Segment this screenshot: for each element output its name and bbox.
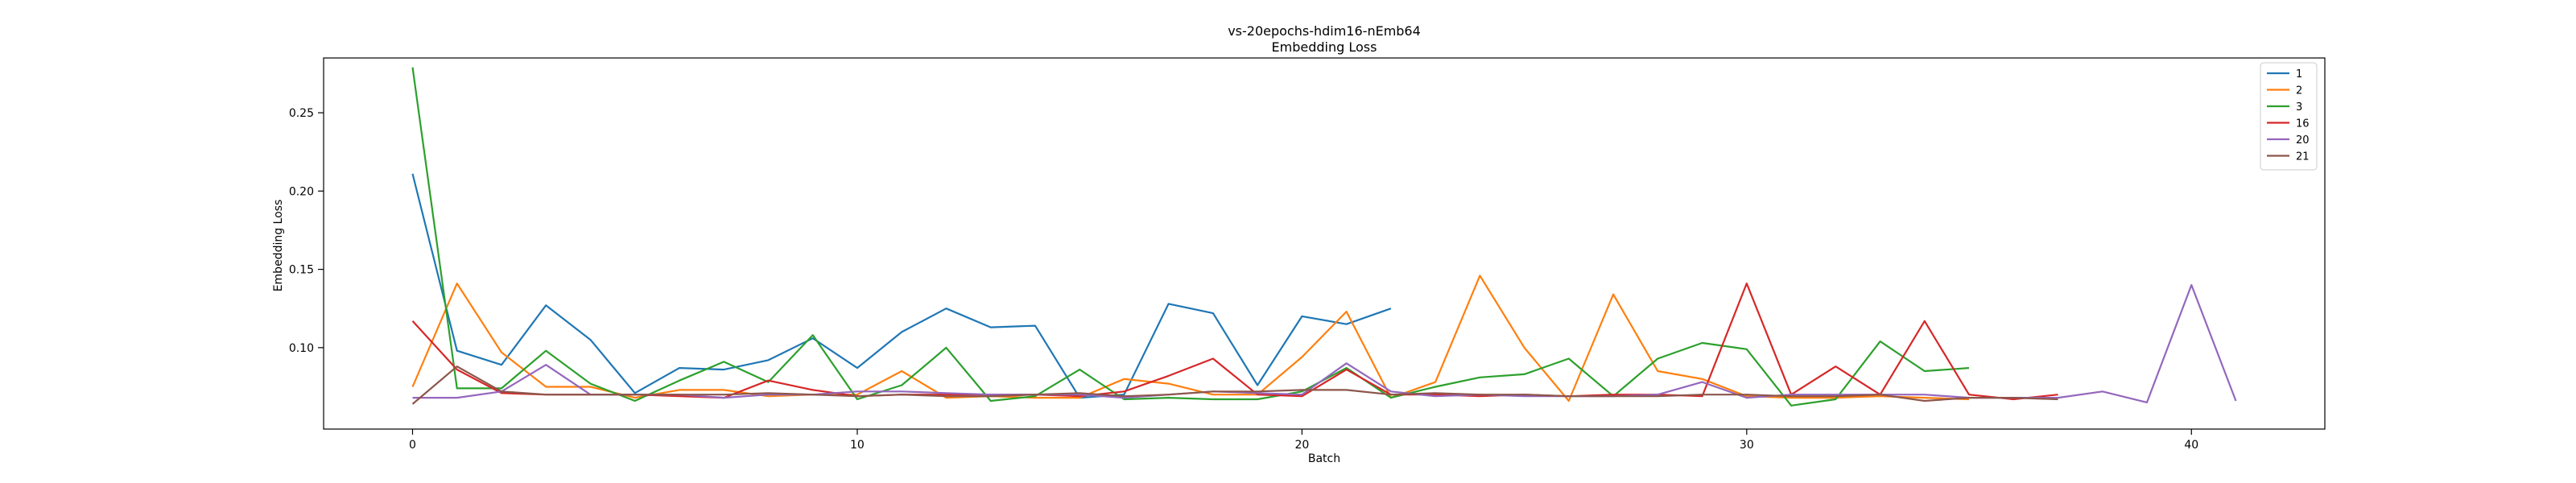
y-tick-label: 0.15 [289, 264, 314, 277]
legend-label-3: 3 [2296, 101, 2302, 114]
series-line-3 [411, 67, 1970, 407]
x-tick-label: 40 [2184, 439, 2198, 452]
legend: 1 2 3 16 20 21 [2260, 62, 2318, 171]
x-tick-label: 20 [1294, 439, 1309, 452]
x-axis-label: Batch [1308, 452, 1340, 465]
series-line-16 [411, 283, 2058, 401]
legend-label-20: 20 [2296, 134, 2310, 147]
legend-label-21: 21 [2296, 151, 2310, 163]
legend-label-1: 1 [2296, 68, 2302, 80]
series-line-2 [411, 275, 1970, 402]
y-tick-label: 0.20 [289, 185, 314, 198]
axes: 0 10 20 30 40 0.10 0.15 0.20 0.25 [289, 57, 2326, 452]
series-line-1 [411, 173, 1392, 399]
x-tick-label: 10 [850, 439, 865, 452]
y-tick-label: 0.25 [289, 107, 314, 120]
plot-frame [323, 57, 2326, 430]
chart-title: vs-20epochs-hdim16-nEmb64 [1228, 23, 1421, 39]
chart-subtitle: Embedding Loss [1272, 39, 1377, 55]
series-line-21 [411, 365, 2058, 405]
plot-area [411, 67, 2237, 407]
legend-label-2: 2 [2296, 85, 2302, 97]
series-line-20 [412, 283, 2237, 403]
y-axis-label: Embedding Loss [272, 200, 285, 292]
y-tick-label: 0.10 [289, 342, 314, 355]
x-tick-label: 30 [1740, 439, 1754, 452]
x-tick-label: 0 [409, 439, 416, 452]
legend-label-16: 16 [2296, 118, 2310, 130]
